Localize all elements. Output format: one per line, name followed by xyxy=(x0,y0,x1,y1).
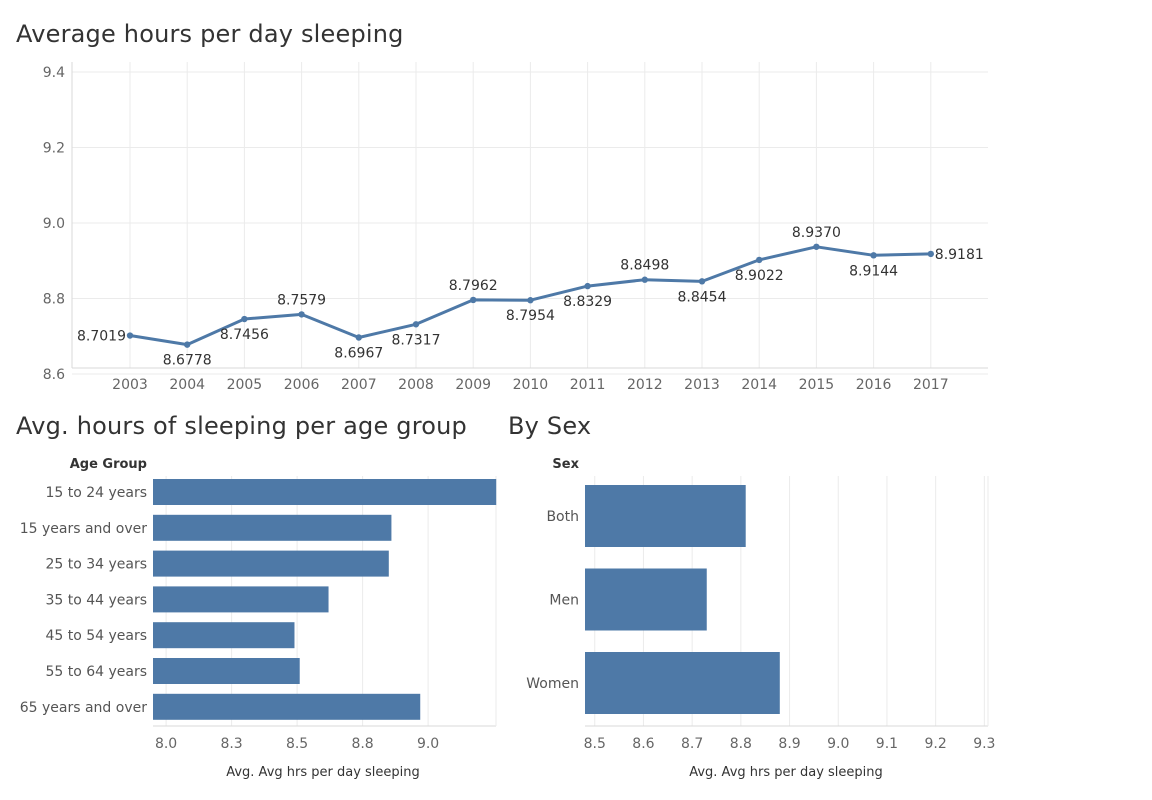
category-header: Sex xyxy=(552,457,579,472)
x-tick-label: 9.0 xyxy=(417,736,439,752)
x-tick-label: 2006 xyxy=(284,377,320,393)
data-label: 8.7579 xyxy=(277,292,326,308)
x-tick-label: 9.2 xyxy=(925,736,947,752)
data-point xyxy=(870,252,877,259)
x-tick-label: 8.5 xyxy=(584,736,606,752)
age-chart-title: Avg. hours of sleeping per age group xyxy=(16,412,467,440)
category-label: Women xyxy=(526,676,579,692)
category-label: Both xyxy=(546,509,579,525)
category-label: 55 to 64 years xyxy=(45,664,147,680)
bar xyxy=(153,479,497,505)
x-tick-label: 2011 xyxy=(570,377,606,393)
y-tick-label: 9.2 xyxy=(43,141,65,157)
data-label: 8.8498 xyxy=(620,258,669,274)
data-label: 8.9144 xyxy=(849,263,898,279)
data-point xyxy=(927,250,934,258)
x-tick-label: 2009 xyxy=(455,377,491,393)
data-label: 8.7019 xyxy=(77,329,126,345)
x-tick-label: 8.5 xyxy=(286,736,308,752)
category-label: 65 years and over xyxy=(20,700,147,716)
data-point xyxy=(355,334,362,341)
x-tick-label: 9.1 xyxy=(876,736,898,752)
x-tick-label: 2008 xyxy=(398,377,434,393)
x-tick-label: 2015 xyxy=(799,377,835,393)
line-chart: 9.4 9.2 9.0 8.8 8.6 2003 2004 2005 2006 2007 2008 2… xyxy=(43,62,988,393)
x-tick-label: 8.8 xyxy=(730,736,752,752)
x-tick-label: 2017 xyxy=(913,377,949,393)
category-label: 25 to 34 years xyxy=(45,557,147,573)
data-point xyxy=(641,276,648,283)
y-tick-label: 8.8 xyxy=(43,292,65,308)
data-label: 8.9181 xyxy=(935,247,984,263)
bar xyxy=(153,586,329,613)
data-label: 8.8454 xyxy=(678,289,727,305)
x-axis-title: Avg. Avg hrs per day sleeping xyxy=(226,765,420,780)
x-tick-label: 2005 xyxy=(227,377,263,393)
x-tick-label: 8.3 xyxy=(220,736,242,752)
category-label: Men xyxy=(549,593,579,609)
y-tick-label: 9.4 xyxy=(43,65,65,81)
data-label: 8.9370 xyxy=(792,225,841,241)
x-tick-label: 8.9 xyxy=(778,736,800,752)
x-tick-label: 2014 xyxy=(741,377,777,393)
sex-chart-title: By Sex xyxy=(508,412,592,440)
category-header: Age Group xyxy=(70,457,147,472)
bar xyxy=(153,514,392,541)
x-tick-label: 2010 xyxy=(513,377,549,393)
data-point xyxy=(756,256,763,264)
sex-bar-chart: Sex Both Men Women 8.5 8.6 8.7 8.8 8.9 9.0 9.1 9.2 9… xyxy=(526,457,995,780)
bar xyxy=(153,658,300,684)
bar xyxy=(153,550,389,577)
data-point xyxy=(813,243,820,250)
category-label: 15 years and over xyxy=(20,521,147,537)
data-label: 8.7317 xyxy=(392,332,441,348)
y-tick-label: 8.6 xyxy=(43,367,65,383)
data-point xyxy=(698,278,706,285)
category-label: 15 to 24 years xyxy=(45,485,147,501)
data-label: 8.7456 xyxy=(220,327,269,343)
y-tick-label: 9.0 xyxy=(43,216,65,232)
x-tick-label: 8.0 xyxy=(155,736,177,752)
x-tick-label: 8.7 xyxy=(681,736,703,752)
data-point xyxy=(184,341,191,348)
data-label: 8.7954 xyxy=(506,308,555,324)
data-label: 8.6967 xyxy=(334,345,383,361)
bar xyxy=(585,485,746,547)
data-point xyxy=(241,315,248,323)
data-point xyxy=(527,297,534,304)
data-label: 8.8329 xyxy=(563,294,612,310)
category-label: 35 to 44 years xyxy=(45,592,147,608)
bar xyxy=(585,568,707,631)
data-point xyxy=(126,332,134,339)
data-label: 8.6778 xyxy=(163,353,212,369)
age-group-bar-chart: Age Group 15 to 24 years 15 years and over… xyxy=(20,457,497,780)
data-point xyxy=(584,282,591,290)
bar xyxy=(153,622,295,649)
data-point xyxy=(298,311,305,318)
category-label: 45 to 54 years xyxy=(45,628,147,644)
x-tick-label: 2016 xyxy=(856,377,892,393)
data-point xyxy=(470,296,477,304)
x-tick-label: 2004 xyxy=(169,377,205,393)
x-axis-title: Avg. Avg hrs per day sleeping xyxy=(689,765,883,780)
bar xyxy=(153,693,421,720)
data-label: 8.9022 xyxy=(735,268,784,284)
data-label: 8.7962 xyxy=(449,278,498,294)
bar xyxy=(585,652,780,714)
x-tick-label: 2007 xyxy=(341,377,377,393)
x-tick-label: 2013 xyxy=(684,377,720,393)
x-tick-label: 2003 xyxy=(112,377,148,393)
x-tick-label: 8.6 xyxy=(632,736,654,752)
data-point xyxy=(412,321,420,328)
x-tick-label: 8.8 xyxy=(351,736,373,752)
x-tick-label: 2012 xyxy=(627,377,663,393)
x-tick-label: 9.0 xyxy=(827,736,849,752)
line-chart-title: Average hours per day sleeping xyxy=(16,20,404,48)
x-tick-label: 9.3 xyxy=(973,736,995,752)
